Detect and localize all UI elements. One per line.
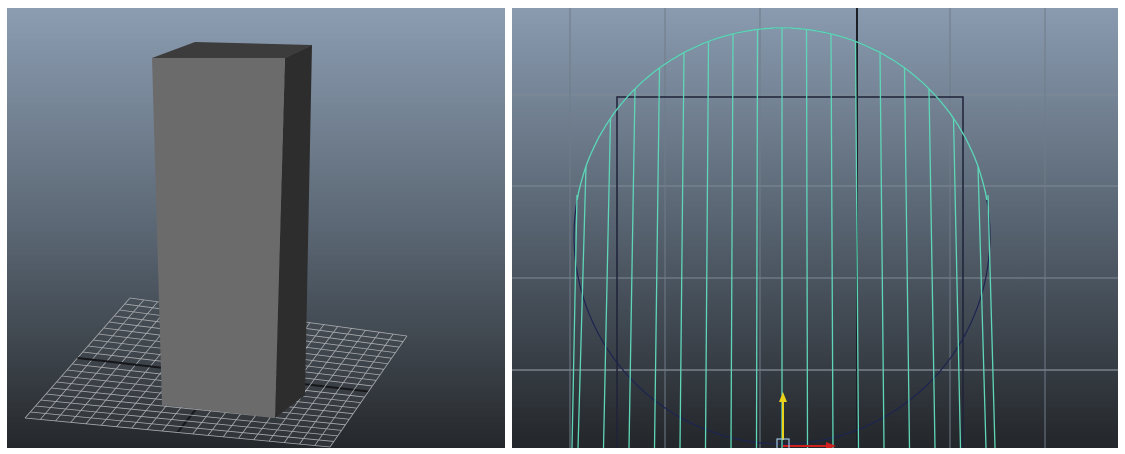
wire-line [977, 166, 987, 448]
grid-line [35, 405, 338, 437]
box-front-face [152, 58, 285, 418]
grid-line [283, 330, 366, 443]
move-x-arrow[interactable] [826, 442, 836, 450]
front-grid [512, 8, 1118, 448]
wire-line [602, 118, 612, 448]
box-side-face [275, 45, 312, 418]
wire-line [577, 166, 587, 448]
wire-line [653, 67, 661, 448]
wire-line [952, 118, 962, 448]
wire-line [903, 67, 911, 448]
wire-line [755, 29, 759, 448]
wire-line [679, 52, 685, 448]
grid-line [30, 411, 334, 442]
wire-line [730, 33, 734, 448]
wire-line [628, 88, 636, 448]
front-viewport[interactable] [512, 8, 1118, 448]
wire-line [879, 52, 885, 448]
wireframe [571, 27, 996, 448]
wire-edge [987, 194, 996, 448]
wire-line [704, 41, 710, 448]
wire-edge [571, 194, 578, 448]
grid-line [329, 335, 408, 448]
wire-line [805, 29, 809, 448]
grid-line [299, 331, 380, 445]
grid-line [24, 417, 331, 448]
grid-line [40, 399, 342, 431]
grid-line [314, 333, 394, 446]
box-outline [616, 96, 964, 448]
grid-line [268, 328, 352, 442]
box-top-face [152, 42, 312, 58]
move-center-handle[interactable] [776, 438, 790, 451]
wire-line [830, 33, 834, 448]
wire-line [854, 41, 860, 448]
move-y-arrow[interactable] [779, 392, 787, 402]
wire-line [928, 88, 936, 448]
grid-line [45, 393, 346, 426]
